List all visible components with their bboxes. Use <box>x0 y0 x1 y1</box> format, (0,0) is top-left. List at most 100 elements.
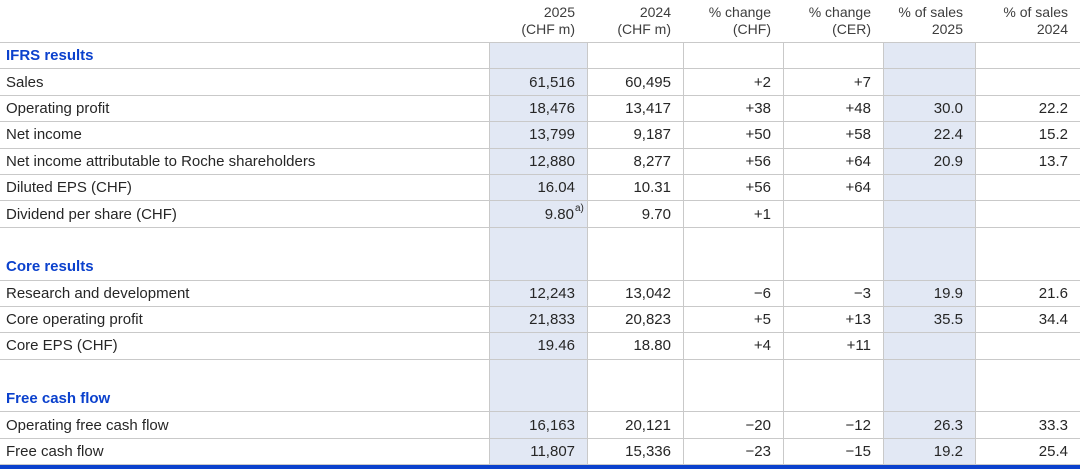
footnote-marker: a) <box>575 203 584 215</box>
row-label: Free cash flow <box>6 443 104 461</box>
cell-value: 22.2 <box>1038 99 1068 117</box>
cell-value: +11 <box>846 337 871 355</box>
cell-chf_2025: 19.46 <box>489 333 587 359</box>
cell-value: 15,336 <box>625 443 671 461</box>
cell-value: −6 <box>753 284 771 302</box>
cell-value: 19.9 <box>933 284 963 302</box>
row-label: Sales <box>6 73 44 91</box>
cell-value: +4 <box>753 337 771 355</box>
cell-value: 15.2 <box>1038 126 1068 144</box>
row-label: Dividend per share (CHF) <box>6 205 177 223</box>
col-header-line2: (CHF m) <box>521 21 575 37</box>
cell-value: +50 <box>745 126 771 144</box>
cell-pct_change_chf <box>683 386 783 412</box>
cell-chf_2024 <box>587 359 683 387</box>
cell-chf_2025: 9.80 a) <box>489 201 587 227</box>
cell-value: 19.46 <box>537 337 575 355</box>
cell-value: 13,417 <box>625 99 671 117</box>
table-row-operating-profit: Operating profit 18,476 13,417 +38 +48 30.0 22… <box>0 95 1080 123</box>
table-row-net-income: Net income 13,799 9,187 +50 +58 22.4 15.2 <box>0 122 1080 149</box>
cell-chf_2024: 15,336 <box>587 438 683 465</box>
cell-pct_sales_2025 <box>883 227 975 255</box>
section-header-core-results: Core results <box>0 254 1080 281</box>
table-row-diluted-eps-chf: Diluted EPS (CHF) 16.04 10.31 +56 +64 <box>0 174 1080 202</box>
cell-value: 11,807 <box>530 443 575 461</box>
cell-value: 9,187 <box>633 126 671 144</box>
cell-chf_2024: 20,121 <box>587 412 683 438</box>
cell-pct_sales_2024 <box>975 174 1080 201</box>
row-label: Net income <box>6 126 82 144</box>
col-header-line1: 2025 <box>543 4 575 20</box>
cell-chf_2024 <box>587 227 683 255</box>
cell-value: 19.2 <box>933 443 963 461</box>
cell-pct_change_chf: +1 <box>683 201 783 227</box>
col-header-line2: 2025 <box>931 21 963 37</box>
cell-value: −12 <box>845 416 871 434</box>
col-header-line1: % of sales <box>898 4 963 20</box>
cell-value: −20 <box>745 416 771 434</box>
cell-chf_2025: 12,880 <box>489 148 587 174</box>
cell-value: +2 <box>753 73 771 91</box>
cell-chf_2024: 8,277 <box>587 148 683 174</box>
cell-pct_sales_2025 <box>883 43 975 69</box>
cell-pct_sales_2025 <box>883 174 975 201</box>
cell-value: 20.9 <box>933 152 963 170</box>
cell-value: 20,823 <box>625 311 671 329</box>
cell-value: +56 <box>745 152 771 170</box>
table-row-core-eps-chf: Core EPS (CHF) 19.46 18.80 +4 +11 <box>0 333 1080 360</box>
cell-pct_change_cer <box>783 386 883 412</box>
table-row-dividend-per-share-chf: Dividend per share (CHF) 9.80 a) 9.70 +1 <box>0 201 1080 228</box>
cell-chf_2024: 18.80 <box>587 333 683 359</box>
col-header-pct_sales_2025: % of sales 2025 <box>883 0 975 42</box>
cell-pct_sales_2025: 19.9 <box>883 280 975 306</box>
cell-value: 12,243 <box>529 284 575 302</box>
cell-chf_2024 <box>587 254 683 280</box>
cell-pct_sales_2025 <box>883 386 975 412</box>
cell-pct_change_cer: −12 <box>783 412 883 438</box>
cell-value: 13.7 <box>1038 152 1068 170</box>
col-header-pct_change_cer: % change (CER) <box>783 0 883 42</box>
cell-value: −3 <box>853 284 871 302</box>
cell-pct_sales_2025: 26.3 <box>883 412 975 438</box>
cell-pct_change_chf <box>683 227 783 255</box>
cell-chf_2025: 16.04 <box>489 174 587 201</box>
cell-pct_change_chf: +5 <box>683 306 783 333</box>
cell-value: 18.80 <box>633 337 671 355</box>
col-header-chf_2024: 2024 (CHF m) <box>587 0 683 42</box>
cell-chf_2025: 61,516 <box>489 69 587 95</box>
cell-chf_2024: 9.70 <box>587 201 683 227</box>
cell-value: +38 <box>745 99 771 117</box>
cell-pct_sales_2024: 13.7 <box>975 148 1080 174</box>
cell-value: 13,799 <box>529 126 575 144</box>
col-header-chf_2025: 2025 (CHF m) <box>489 0 587 42</box>
cell-pct_sales_2025: 35.5 <box>883 306 975 333</box>
cell-pct_change_cer: +11 <box>783 333 883 359</box>
cell-value: 9.80 <box>544 205 574 223</box>
cell-value: 30.0 <box>933 99 963 117</box>
cell-pct_change_cer <box>783 201 883 227</box>
cell-pct_change_chf: +38 <box>683 95 783 122</box>
cell-pct_change_cer <box>783 43 883 69</box>
cell-value: 61,516 <box>529 73 575 91</box>
cell-value: 26.3 <box>933 416 963 434</box>
col-header-line1: % of sales <box>1003 4 1068 20</box>
cell-pct_sales_2025 <box>883 333 975 359</box>
cell-pct_change_chf: +56 <box>683 148 783 174</box>
table-column-headers: 2025 (CHF m) 2024 (CHF m)% change (CHF)% cha… <box>0 0 1080 43</box>
cell-pct_change_chf: −23 <box>683 438 783 465</box>
table-row-net-income-attributable-to-roche-shareholders: Net income attributable to Roche shareho… <box>0 148 1080 175</box>
cell-pct_change_chf: +4 <box>683 333 783 359</box>
section-header-ifrs-results: IFRS results <box>0 43 1080 70</box>
col-header-empty <box>0 0 489 42</box>
cell-chf_2024 <box>587 43 683 69</box>
cell-pct_sales_2024 <box>975 333 1080 359</box>
col-header-line1: % change <box>708 4 771 20</box>
cell-chf_2024: 13,417 <box>587 95 683 122</box>
cell-pct_sales_2024: 22.2 <box>975 95 1080 122</box>
table-row-operating-free-cash-flow: Operating free cash flow 16,163 20,121 −20 −… <box>0 412 1080 439</box>
cell-pct_change_cer <box>783 254 883 280</box>
financial-results-table: IFRS results Sales 61,516 60,495 +2 +7 Operati… <box>0 43 1080 466</box>
cell-value: −23 <box>745 443 771 461</box>
spacer-row <box>0 359 1080 387</box>
cell-chf_2025: 12,243 <box>489 280 587 306</box>
